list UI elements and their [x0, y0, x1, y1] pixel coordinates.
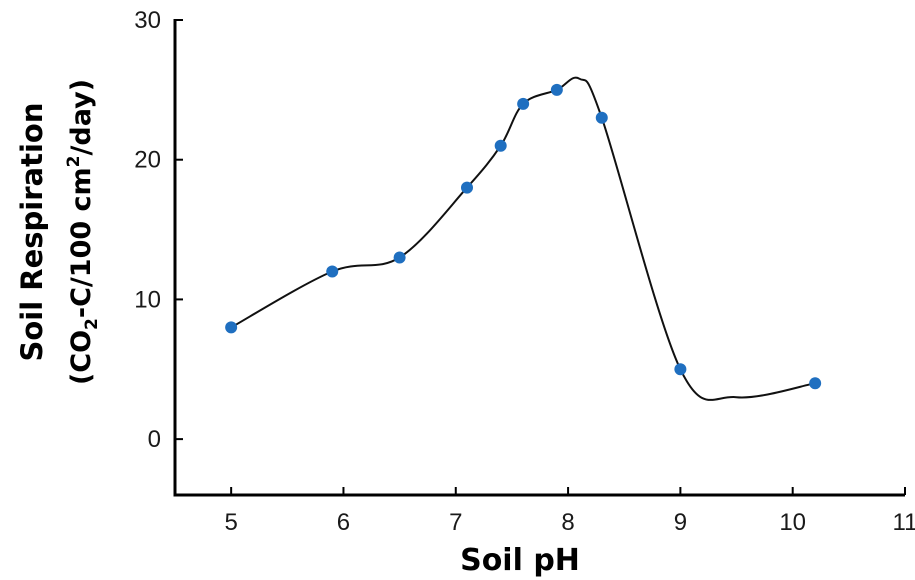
data-point — [494, 139, 507, 152]
data-point — [517, 97, 530, 110]
y-tick-label-20: 20 — [134, 147, 161, 174]
y-title-close: /day) — [66, 79, 97, 156]
x-tick-label-11: 11 — [893, 509, 915, 536]
x-tick-label-8: 8 — [561, 509, 574, 536]
data-point — [225, 321, 238, 334]
y-title-sup: 2 — [64, 155, 84, 167]
tick-marks — [175, 19, 906, 495]
data-point — [595, 111, 608, 124]
x-tick-label-7: 7 — [449, 509, 462, 536]
data-points — [225, 83, 822, 390]
data-point — [393, 251, 406, 264]
x-tick-label-9: 9 — [674, 509, 687, 536]
y-tick-label-0: 0 — [148, 426, 161, 453]
x-tick-label-6: 6 — [337, 509, 350, 536]
y-title-open: (CO — [66, 330, 97, 385]
axes — [173, 19, 905, 497]
x-axis-title: Soil pH — [460, 543, 580, 578]
x-tick-label-5: 5 — [224, 509, 237, 536]
data-point — [326, 265, 339, 278]
data-point — [550, 83, 563, 96]
data-point — [809, 377, 822, 390]
y-tick-label-10: 10 — [134, 286, 161, 313]
data-point — [461, 181, 473, 194]
y-title-mid: -C/100 cm — [66, 167, 97, 318]
y-tick-label-30: 30 — [134, 7, 161, 34]
fitted-curve-line — [230, 76, 816, 401]
data-point — [674, 363, 687, 376]
y-axis-title-line1: Soil Respiration — [15, 103, 49, 362]
x-tick-label-10: 10 — [779, 509, 806, 536]
y-axis-title-line2: (CO2-C/100 cm2/day) — [64, 79, 102, 385]
tick-labels: 5 6 7 8 9 10 11 0 10 20 30 — [134, 7, 915, 536]
y-title-sub: 2 — [82, 318, 102, 330]
